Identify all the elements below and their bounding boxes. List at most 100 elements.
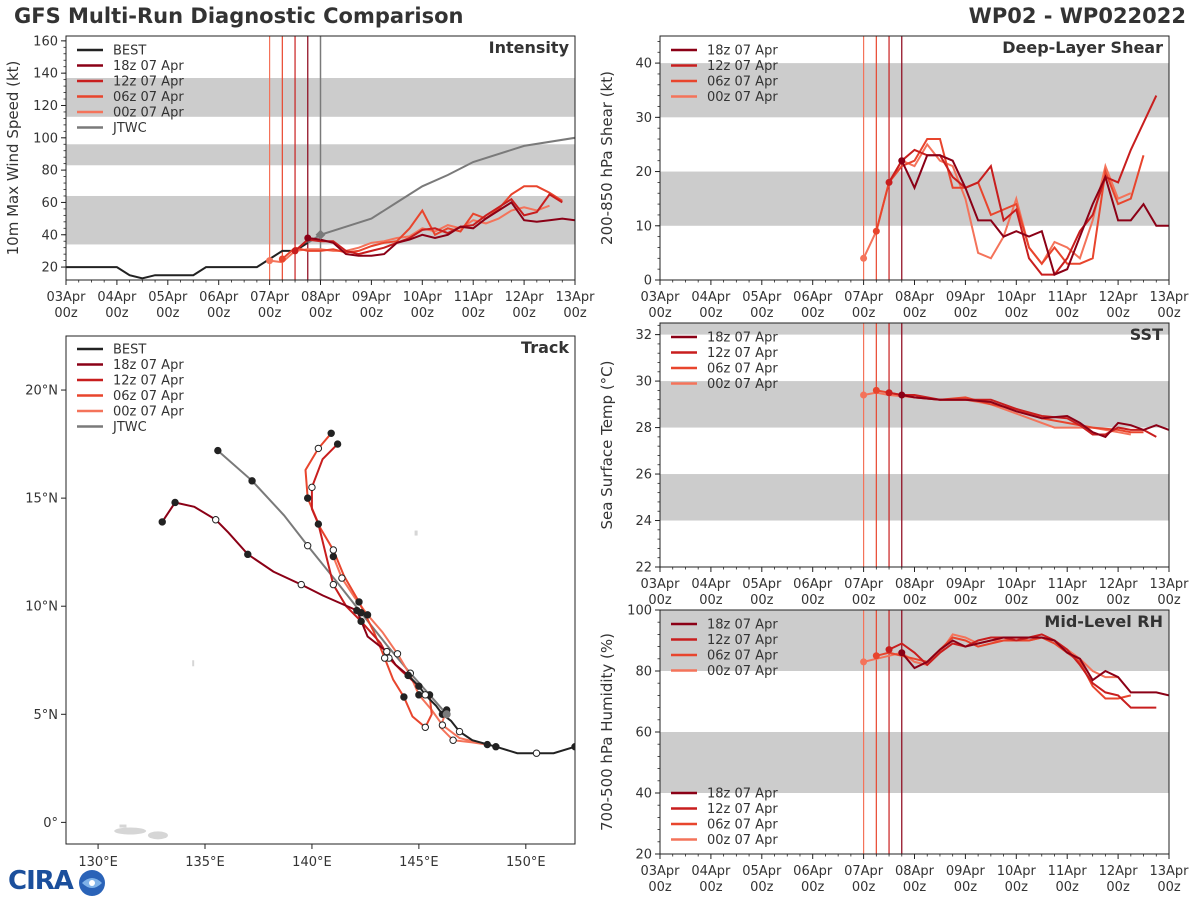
shear-xtick-label: 13Apr bbox=[1149, 290, 1189, 305]
rh-xtick-label: 00z bbox=[852, 880, 876, 895]
rh-ytick-label: 100 bbox=[627, 604, 652, 619]
sst-xtick-label: 12Apr bbox=[1099, 577, 1139, 592]
track-series-12z bbox=[310, 443, 420, 687]
intensity-start-point-06z bbox=[278, 255, 286, 263]
rh-legend-label: 18z 07 Apr bbox=[707, 618, 778, 633]
shear-xtick-label: 00z bbox=[648, 306, 672, 321]
track-marker-jtwc bbox=[248, 477, 256, 485]
track-marker-best bbox=[421, 691, 429, 699]
track-legend-label: 12z 07 Apr bbox=[113, 374, 184, 389]
intensity-series-12z bbox=[294, 193, 563, 256]
intensity-xtick-label: 13Apr bbox=[555, 290, 595, 305]
shear-xtick-label: 12Apr bbox=[1099, 290, 1139, 305]
rh-legend-label: 00z 07 Apr bbox=[707, 833, 778, 848]
rh-xtick-label: 00z bbox=[1157, 880, 1181, 895]
sst-xtick-label: 08Apr bbox=[895, 577, 935, 592]
shear-start-point-00z bbox=[860, 254, 868, 262]
rh-legend-label: 12z 07 Apr bbox=[707, 633, 778, 648]
rh-panel: 2040608010003Apr00z04Apr00z05Apr00z06Apr… bbox=[598, 604, 1189, 896]
rh-xtick-label: 00z bbox=[801, 880, 825, 895]
rh-xtick-label: 00z bbox=[1056, 880, 1080, 895]
rh-ytick-label: 40 bbox=[635, 787, 652, 802]
sst-xtick-label: 09Apr bbox=[946, 577, 986, 592]
intensity-legend-label: BEST bbox=[113, 44, 146, 59]
rh-xtick-label: 08Apr bbox=[895, 864, 935, 879]
rh-title: Mid-Level RH bbox=[1044, 612, 1163, 631]
track-marker-18z bbox=[171, 498, 179, 507]
rh-xtick-label: 00z bbox=[903, 880, 927, 895]
shear-xtick-label: 00z bbox=[750, 306, 774, 321]
intensity-start-point-00z bbox=[266, 257, 274, 265]
track-xtick-label: 150°E bbox=[506, 855, 546, 870]
intensity-xtick-label: 12Apr bbox=[505, 290, 545, 305]
sst-xtick-label: 00z bbox=[750, 593, 774, 608]
track-marker-best bbox=[492, 743, 500, 751]
track-land-icon bbox=[114, 827, 147, 835]
track-xtick-label: 140°E bbox=[292, 855, 332, 870]
intensity-legend-label: 00z 07 Apr bbox=[113, 106, 184, 121]
track-land-icon bbox=[119, 824, 127, 828]
track-marker-jtwc bbox=[303, 541, 312, 550]
sst-band-0 bbox=[660, 474, 1169, 521]
intensity-ytick-label: 160 bbox=[33, 34, 58, 49]
shear-series-06z bbox=[875, 138, 1145, 266]
shear-ytick-label: 0 bbox=[644, 274, 652, 289]
track-marker-best bbox=[532, 749, 541, 757]
sst-xtick-label: 03Apr bbox=[640, 577, 680, 592]
rh-xtick-label: 03Apr bbox=[640, 864, 680, 879]
shear-ytick-label: 30 bbox=[635, 111, 652, 126]
intensity-ytick-label: 60 bbox=[41, 196, 58, 211]
shear-xtick-label: 00z bbox=[954, 306, 978, 321]
rh-xtick-label: 07Apr bbox=[844, 864, 884, 879]
track-xtick-label: 130°E bbox=[78, 855, 118, 870]
sst-xtick-label: 00z bbox=[1005, 593, 1029, 608]
rh-xtick-label: 00z bbox=[1005, 880, 1029, 895]
intensity-legend-label: JTWC bbox=[112, 121, 147, 136]
sst-legend-label: 18z 07 Apr bbox=[707, 331, 778, 346]
intensity-start-point-12z bbox=[291, 247, 299, 255]
shear-start-point-18z bbox=[898, 157, 906, 165]
rh-xtick-label: 04Apr bbox=[691, 864, 731, 879]
rh-start-point-06z bbox=[872, 652, 880, 660]
track-marker-06z bbox=[303, 494, 312, 502]
rh-ytick-label: 80 bbox=[635, 665, 652, 680]
track-marker-18z bbox=[383, 647, 391, 656]
intensity-xtick-label: 10Apr bbox=[403, 290, 443, 305]
track-land-icon bbox=[414, 530, 418, 536]
track-ytick-label: 20°N bbox=[25, 384, 58, 399]
sst-legend-label: 06z 07 Apr bbox=[707, 362, 778, 377]
rh-ytick-label: 20 bbox=[635, 848, 652, 863]
rh-xtick-label: 00z bbox=[648, 880, 672, 895]
intensity-ytick-label: 140 bbox=[33, 67, 58, 82]
rh-xtick-label: 05Apr bbox=[742, 864, 782, 879]
track-ytick-label: 5°N bbox=[34, 708, 59, 723]
shear-xtick-label: 00z bbox=[1106, 306, 1130, 321]
track-marker-06z bbox=[355, 598, 363, 606]
intensity-series-06z bbox=[281, 185, 563, 260]
sst-panel: 22242628303203Apr00z04Apr00z05Apr00z06Ap… bbox=[598, 322, 1189, 608]
sst-series-18z bbox=[901, 394, 1169, 439]
track-marker-00z bbox=[393, 650, 402, 658]
sst-xtick-label: 07Apr bbox=[844, 577, 884, 592]
track-land-icon bbox=[147, 831, 168, 840]
sst-xtick-label: 11Apr bbox=[1048, 577, 1088, 592]
track-xtick-label: 145°E bbox=[399, 855, 439, 870]
track-marker-12z bbox=[357, 617, 365, 626]
shear-xtick-label: 03Apr bbox=[640, 290, 680, 305]
intensity-series-00z bbox=[269, 204, 550, 264]
intensity-xtick-label: 00z bbox=[156, 306, 180, 321]
intensity-xtick-label: 11Apr bbox=[454, 290, 494, 305]
rh-legend-label: 06z 07 Apr bbox=[707, 649, 778, 664]
sst-xtick-label: 04Apr bbox=[691, 577, 731, 592]
track-series-18z bbox=[161, 501, 409, 677]
track-marker-12z bbox=[333, 440, 342, 448]
track-marker-00z bbox=[449, 736, 457, 744]
track-jtwc-start-point bbox=[442, 710, 451, 719]
track-title: Track bbox=[521, 338, 569, 357]
sst-xtick-label: 00z bbox=[1157, 593, 1181, 608]
track-marker-best bbox=[455, 727, 464, 736]
track-marker-18z bbox=[158, 518, 166, 526]
shear-xtick-label: 00z bbox=[1056, 306, 1080, 321]
shear-xtick-label: 05Apr bbox=[742, 290, 782, 305]
intensity-title: Intensity bbox=[489, 38, 570, 57]
